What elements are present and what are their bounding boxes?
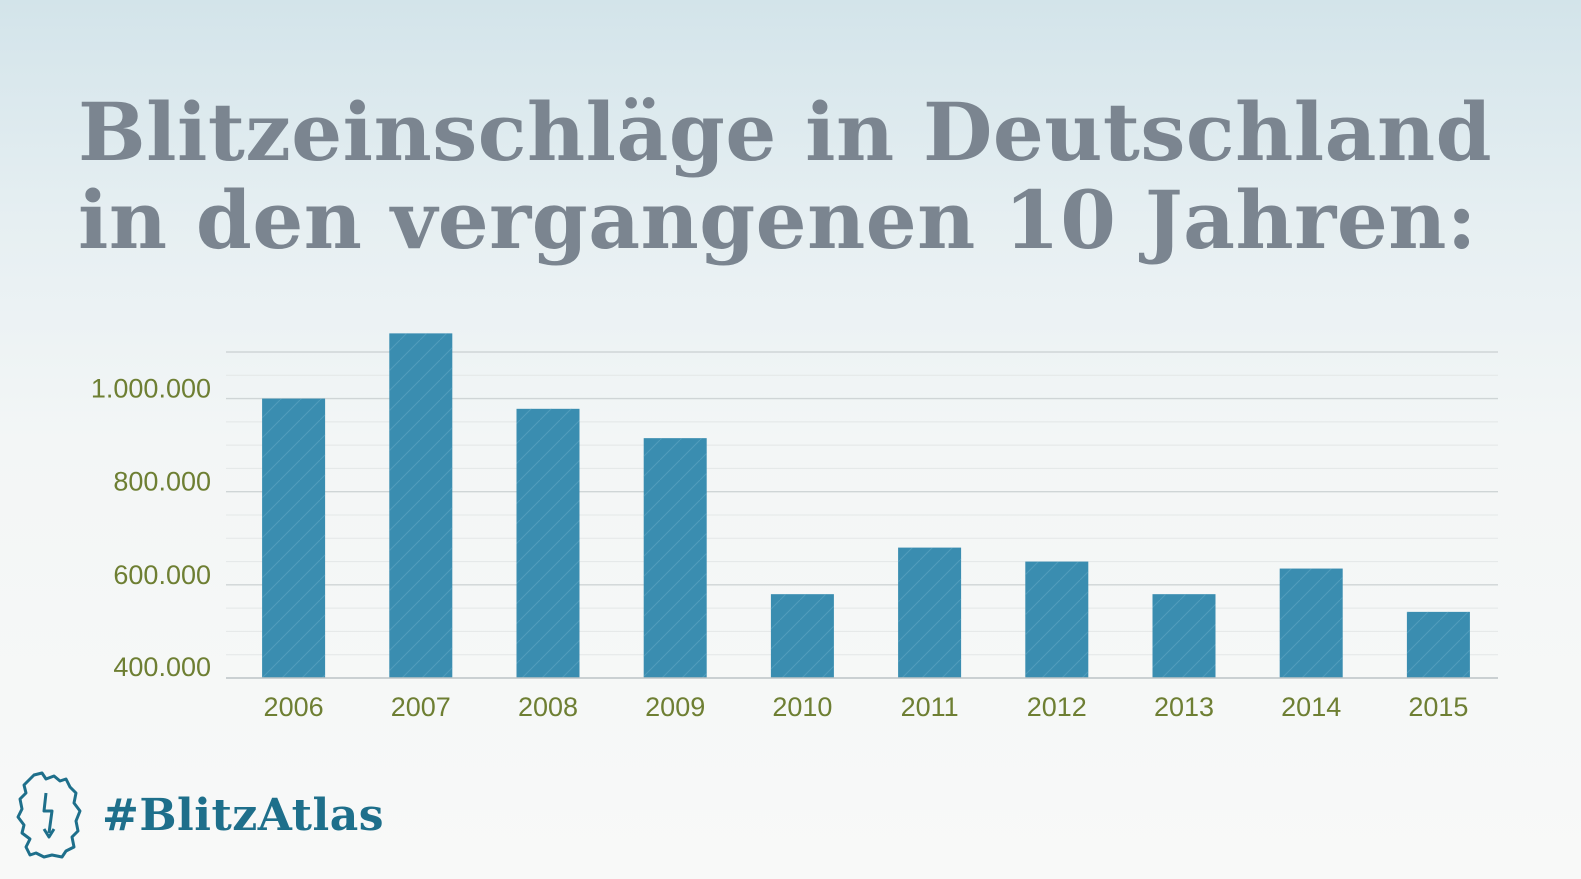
bar-hatch [389,333,453,678]
bar-2007 [389,333,453,678]
bar-hatch [643,438,707,678]
x-tick-label: 2008 [518,692,578,722]
brand-hashtag: #BlitzAtlas [102,789,384,841]
title-line-1: Blitzeinschläge in Deutschland [78,85,1493,179]
brand-logo: #BlitzAtlas [16,770,384,860]
bar-2009 [643,438,707,678]
bar-hatch [516,408,580,678]
germany-map-lightning-icon [16,771,82,859]
bar-hatch [1279,568,1343,678]
x-tick-label: 2011 [901,692,959,722]
y-tick-label: 400.000 [113,652,211,682]
bar-2006 [262,398,326,678]
x-tick-label: 2013 [1154,692,1214,722]
bar-2010 [770,594,834,678]
bar-hatch [770,594,834,678]
x-tick-label: 2010 [772,692,832,722]
bar-2014 [1279,568,1343,678]
chart-title: Blitzeinschläge in Deutschland in den ve… [78,88,1492,264]
bar-2011 [898,547,962,678]
bar-2012 [1025,561,1089,678]
x-tick-label: 2007 [391,692,451,722]
bar-hatch [262,398,326,678]
x-tick-label: 2012 [1027,692,1087,722]
bar-hatch [898,547,962,678]
bars [262,333,1470,678]
x-tick-label: 2015 [1408,692,1468,722]
bar-hatch [1025,561,1089,678]
bar-2013 [1152,594,1216,678]
y-tick-label: 800.000 [113,467,211,497]
y-tick-label: 600.000 [113,560,211,590]
x-tick-labels: 2006 2007 2008 2009 2010 2011 2012 2013 2014 2015 [264,692,1469,722]
bar-2008 [516,408,580,678]
x-tick-label: 2006 [264,692,324,722]
x-tick-label: 2014 [1281,692,1341,722]
bar-2015 [1406,611,1470,678]
y-tick-label: 1.000.000 [91,374,211,404]
title-line-2: in den vergangenen 10 Jahren: [78,173,1477,267]
bar-hatch [1406,611,1470,678]
x-tick-label: 2009 [645,692,705,722]
bar-hatch [1152,594,1216,678]
y-tick-labels: 400.000 600.000 800.000 1.000.000 [91,374,211,682]
